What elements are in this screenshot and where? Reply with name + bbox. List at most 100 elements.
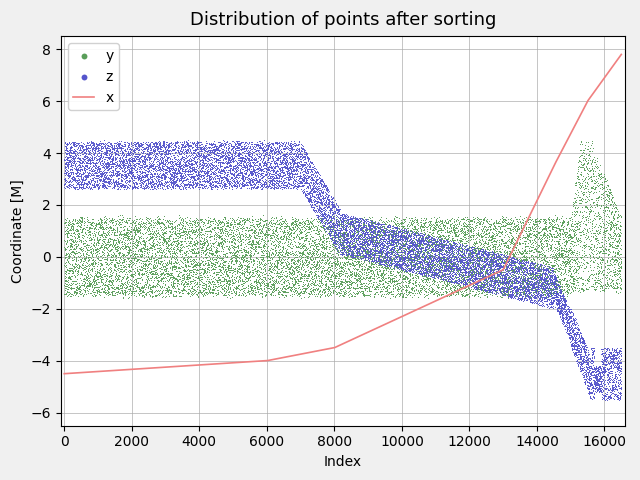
y: [583, 205, 593, 213]
y: [223, 231, 233, 239]
y: [184, 287, 195, 294]
y: [574, 250, 584, 258]
y: [168, 279, 178, 287]
z: [262, 146, 273, 154]
z: [95, 155, 106, 162]
z: [449, 244, 459, 252]
z: [236, 168, 246, 176]
y: [401, 283, 412, 290]
y: [175, 245, 185, 253]
y: [577, 200, 587, 207]
y: [491, 253, 501, 261]
y: [169, 279, 179, 287]
z: [222, 182, 232, 190]
z: [295, 177, 305, 185]
z: [148, 167, 158, 175]
y: [99, 225, 109, 232]
z: [199, 159, 209, 167]
y: [482, 276, 492, 284]
y: [521, 276, 531, 284]
y: [79, 286, 90, 294]
z: [393, 251, 403, 258]
z: [170, 139, 180, 147]
z: [268, 167, 278, 174]
z: [406, 240, 417, 248]
z: [487, 285, 497, 293]
z: [212, 165, 223, 172]
z: [384, 232, 394, 240]
z: [234, 161, 244, 169]
y: [492, 259, 502, 266]
y: [425, 228, 435, 236]
y: [487, 266, 497, 274]
z: [559, 314, 570, 322]
z: [424, 232, 435, 240]
y: [175, 233, 185, 241]
y: [93, 228, 103, 236]
y: [174, 272, 184, 280]
z: [467, 262, 477, 270]
z: [605, 372, 616, 380]
y: [342, 278, 352, 286]
y: [109, 230, 119, 238]
y: [472, 257, 482, 265]
z: [517, 270, 527, 277]
y: [374, 276, 384, 283]
y: [181, 281, 191, 288]
z: [513, 287, 523, 294]
y: [239, 278, 250, 286]
y: [125, 242, 136, 250]
z: [417, 244, 428, 252]
y: [114, 276, 124, 283]
z: [453, 277, 463, 285]
y: [145, 236, 155, 243]
y: [134, 222, 145, 230]
z: [529, 279, 539, 287]
y: [554, 227, 564, 234]
z: [168, 173, 179, 181]
z: [614, 375, 625, 383]
y: [197, 226, 207, 234]
y: [341, 287, 351, 295]
y: [308, 259, 319, 266]
y: [480, 271, 490, 278]
z: [384, 239, 394, 247]
z: [386, 245, 396, 252]
z: [106, 143, 116, 150]
z: [109, 146, 119, 154]
z: [434, 248, 444, 256]
y: [468, 262, 479, 270]
y: [233, 277, 243, 285]
y: [99, 284, 109, 291]
z: [326, 216, 337, 224]
z: [383, 257, 394, 265]
y: [380, 287, 390, 295]
y: [332, 257, 342, 265]
y: [263, 236, 273, 243]
y: [375, 224, 385, 231]
z: [591, 370, 601, 378]
z: [532, 267, 542, 275]
z: [91, 139, 101, 147]
y: [547, 262, 557, 270]
z: [86, 183, 96, 191]
z: [319, 183, 330, 191]
y: [61, 287, 72, 295]
z: [533, 267, 543, 275]
y: [290, 274, 300, 281]
z: [176, 150, 186, 158]
y: [377, 222, 387, 230]
y: [139, 225, 149, 233]
z: [134, 150, 144, 158]
z: [228, 156, 238, 164]
y: [389, 232, 399, 240]
y: [139, 219, 149, 227]
z: [177, 152, 188, 160]
z: [109, 159, 120, 167]
z: [215, 158, 225, 166]
z: [124, 158, 134, 166]
y: [111, 269, 121, 277]
z: [433, 257, 443, 265]
y: [157, 275, 168, 282]
z: [196, 160, 207, 168]
